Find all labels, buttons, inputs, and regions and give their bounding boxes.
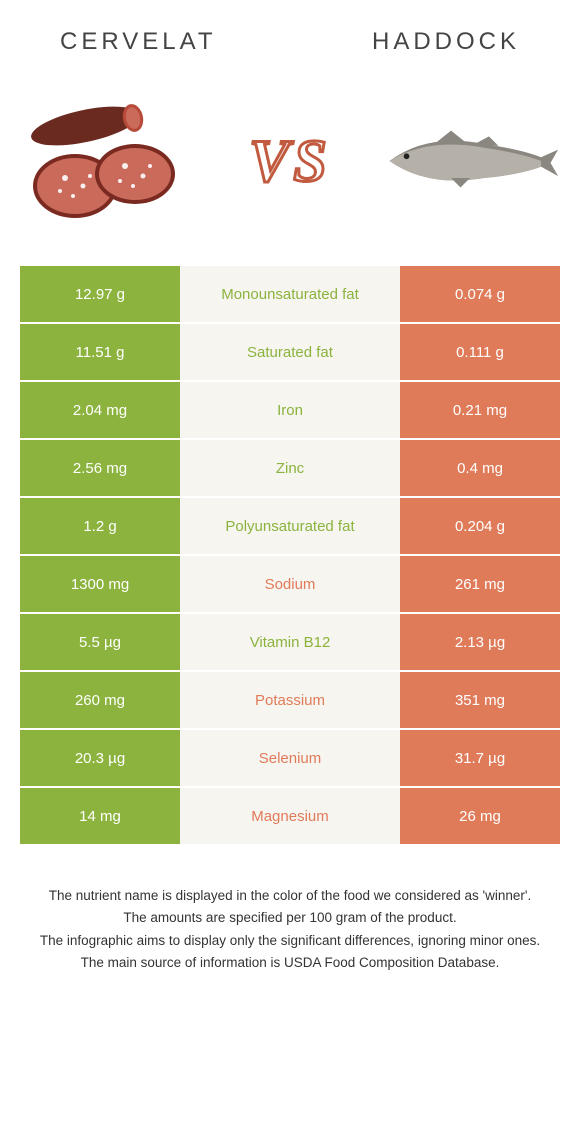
left-value-cell: 1300 mg — [20, 556, 180, 612]
right-food-title: Haddock — [372, 28, 520, 56]
haddock-icon — [380, 121, 560, 201]
nutrient-label-cell: Sodium — [180, 556, 400, 612]
left-value-cell: 14 mg — [20, 788, 180, 844]
left-value-cell: 5.5 µg — [20, 614, 180, 670]
table-row: 260 mgPotassium351 mg — [20, 672, 560, 730]
vs-comparison-area: VS — [0, 56, 580, 266]
footnote-line: The amounts are specified per 100 gram o… — [30, 908, 550, 928]
left-food-title: Cervelat — [60, 28, 217, 56]
right-value-cell: 0.4 mg — [400, 440, 560, 496]
right-value-cell: 0.21 mg — [400, 382, 560, 438]
right-value-cell: 31.7 µg — [400, 730, 560, 786]
haddock-image — [380, 91, 560, 231]
right-value-cell: 0.111 g — [400, 324, 560, 380]
right-value-cell: 2.13 µg — [400, 614, 560, 670]
right-value-cell: 351 mg — [400, 672, 560, 728]
nutrient-label-cell: Polyunsaturated fat — [180, 498, 400, 554]
table-row: 12.97 gMonounsaturated fat0.074 g — [20, 266, 560, 324]
nutrient-label-cell: Iron — [180, 382, 400, 438]
left-value-cell: 2.56 mg — [20, 440, 180, 496]
footnotes: The nutrient name is displayed in the co… — [0, 846, 580, 973]
table-row: 2.56 mgZinc0.4 mg — [20, 440, 560, 498]
header: Cervelat Haddock — [0, 0, 580, 56]
left-value-cell: 11.51 g — [20, 324, 180, 380]
left-value-cell: 20.3 µg — [20, 730, 180, 786]
footnote-line: The main source of information is USDA F… — [30, 953, 550, 973]
right-value-cell: 26 mg — [400, 788, 560, 844]
nutrient-label-cell: Monounsaturated fat — [180, 266, 400, 322]
left-value-cell: 12.97 g — [20, 266, 180, 322]
nutrient-label-cell: Saturated fat — [180, 324, 400, 380]
vs-badge: VS — [249, 127, 330, 196]
left-value-cell: 2.04 mg — [20, 382, 180, 438]
left-value-cell: 260 mg — [20, 672, 180, 728]
nutrient-label-cell: Potassium — [180, 672, 400, 728]
nutrient-label-cell: Vitamin B12 — [180, 614, 400, 670]
cervelat-image — [20, 91, 200, 231]
right-value-cell: 0.074 g — [400, 266, 560, 322]
right-value-cell: 0.204 g — [400, 498, 560, 554]
table-row: 1.2 gPolyunsaturated fat0.204 g — [20, 498, 560, 556]
table-row: 11.51 gSaturated fat0.111 g — [20, 324, 560, 382]
table-row: 20.3 µgSelenium31.7 µg — [20, 730, 560, 788]
footnote-line: The infographic aims to display only the… — [30, 931, 550, 951]
footnote-line: The nutrient name is displayed in the co… — [30, 886, 550, 906]
nutrient-label-cell: Magnesium — [180, 788, 400, 844]
nutrient-label-cell: Zinc — [180, 440, 400, 496]
table-row: 1300 mgSodium261 mg — [20, 556, 560, 614]
nutrient-label-cell: Selenium — [180, 730, 400, 786]
table-row: 2.04 mgIron0.21 mg — [20, 382, 560, 440]
table-row: 5.5 µgVitamin B122.13 µg — [20, 614, 560, 672]
left-value-cell: 1.2 g — [20, 498, 180, 554]
nutrient-table: 12.97 gMonounsaturated fat0.074 g11.51 g… — [0, 266, 580, 846]
right-value-cell: 261 mg — [400, 556, 560, 612]
cervelat-icon — [25, 96, 195, 226]
table-row: 14 mgMagnesium26 mg — [20, 788, 560, 846]
